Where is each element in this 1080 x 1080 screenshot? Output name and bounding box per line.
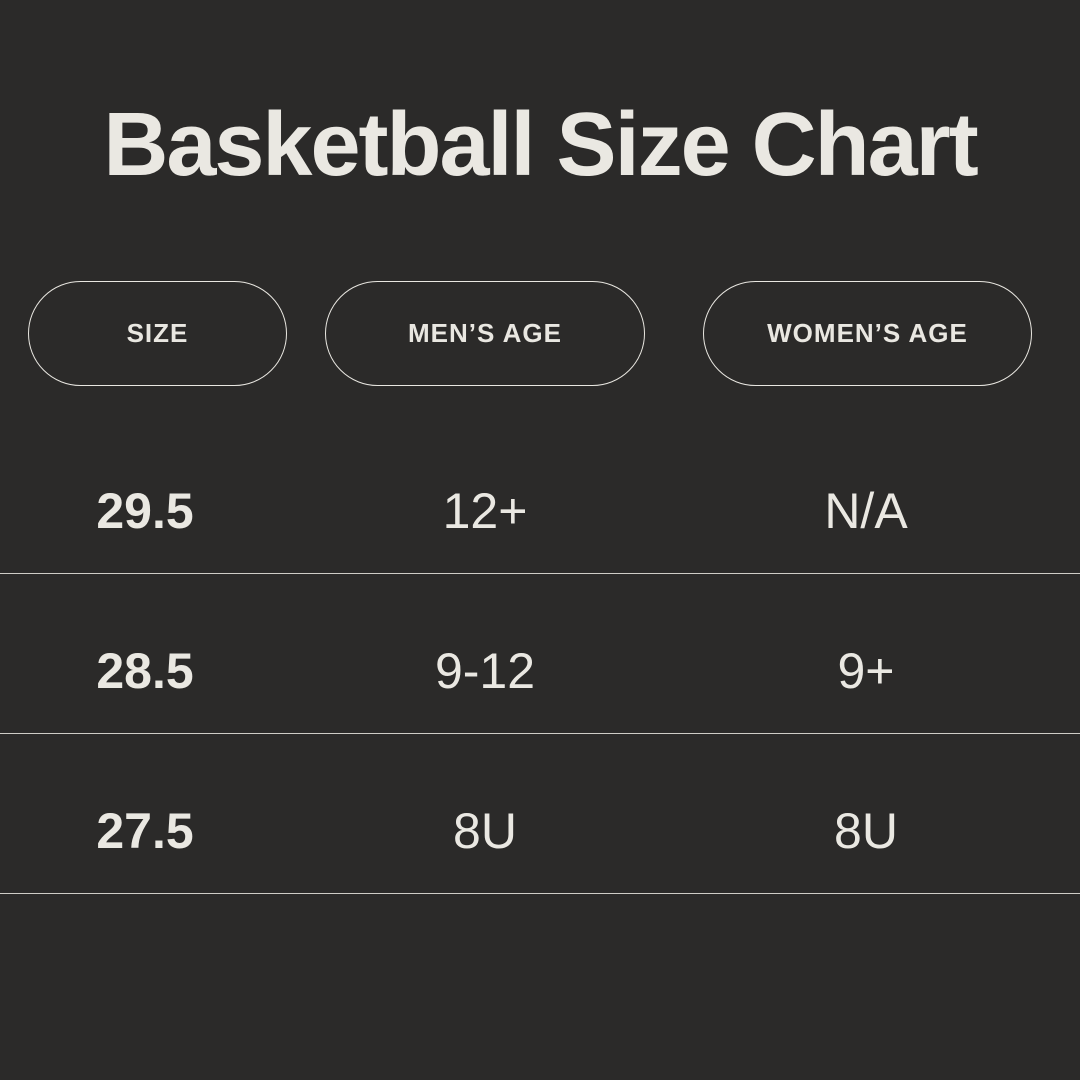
cell-mens-age: 8U: [453, 802, 517, 859]
table-row: 29.5 12+ N/A: [0, 414, 1080, 574]
column-header-pill-mens-age: MEN’S AGE: [325, 281, 645, 386]
cell-womens-age: N/A: [824, 482, 908, 539]
table-row: 28.5 9-12 9+: [0, 574, 1080, 734]
column-header-label-mens-age: MEN’S AGE: [408, 318, 562, 348]
column-header-pill-womens-age: WOMEN’S AGE: [703, 281, 1032, 386]
column-header-pill-size: SIZE: [28, 281, 287, 386]
size-table: 29.5 12+ N/A 28.5 9-12 9+ 27.5 8U 8U: [0, 414, 1080, 894]
cell-womens-age: 9+: [837, 642, 895, 699]
cell-mens-age: 12+: [442, 482, 528, 539]
cell-mens-age: 9-12: [434, 642, 536, 699]
column-header-label-size: SIZE: [126, 318, 189, 348]
cell-womens-age: 8U: [834, 802, 898, 859]
cell-size: 28.5: [96, 642, 194, 699]
table-row: 27.5 8U 8U: [0, 734, 1080, 894]
column-header-label-womens-age: WOMEN’S AGE: [767, 318, 968, 348]
cell-size: 27.5: [96, 802, 194, 859]
page-title: Basketball Size Chart: [103, 95, 978, 195]
cell-size: 29.5: [96, 482, 194, 539]
